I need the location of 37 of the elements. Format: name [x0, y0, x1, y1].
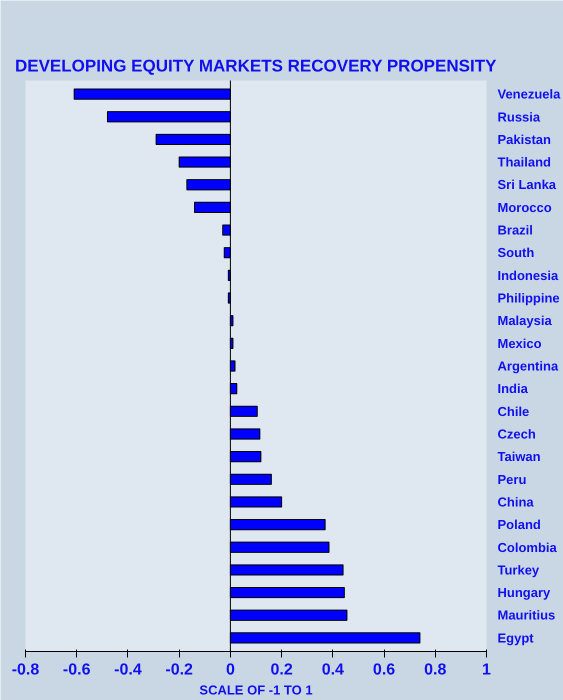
x-tick-label: 0: [226, 662, 235, 678]
x-tick-label: 0.8: [424, 662, 446, 678]
y-tick-label: Chile: [498, 404, 530, 419]
x-tick-label: -0.6: [62, 662, 91, 678]
y-tick-label: Venezuela: [498, 86, 562, 102]
y-tick-label: Indonesia: [498, 268, 559, 283]
y-tick-label: Czech: [498, 426, 536, 442]
y-tick-label: India: [498, 381, 529, 396]
x-tick-label: -0.8: [12, 662, 40, 678]
y-tick-label: Argentina: [498, 358, 559, 374]
y-tick-label: Turkey: [498, 562, 540, 578]
y-tick-label: Mauritius: [498, 608, 556, 623]
y-tick-label: Colombia: [498, 540, 558, 555]
x-tick-label: -0.2: [165, 662, 194, 678]
y-tick-label: Peru: [498, 472, 526, 487]
y-tick-label: Brazil: [498, 222, 533, 238]
x-axis-title: SCALE OF -1 TO 1: [199, 682, 313, 698]
y-tick-label: Poland: [498, 517, 541, 532]
y-tick-label: Pakistan: [498, 132, 552, 147]
y-tick-label: Taiwan: [498, 449, 541, 464]
chart-title: DEVELOPING EQUITY MARKETS RECOVERY PROPENSITY: [14, 56, 498, 76]
y-tick-label: Hungary: [498, 585, 551, 600]
y-tick-label: China: [498, 494, 534, 510]
y-tick-label: South: [498, 245, 534, 260]
y-tick-label: Russia: [498, 109, 541, 124]
y-tick-label: Malaysia: [498, 313, 552, 328]
y-tick-label: Mexico: [498, 336, 542, 351]
x-tick-label: 1: [482, 662, 492, 678]
y-tick-label: Sri Lanka: [498, 177, 557, 192]
x-tick-label: 0.4: [322, 662, 344, 678]
y-tick-label: Philippine: [498, 290, 560, 306]
y-tick-label: Thailand: [498, 154, 552, 170]
y-tick-label: Egypt: [498, 630, 534, 646]
x-tick-label: -0.4: [114, 662, 142, 678]
y-tick-label: Morocco: [498, 200, 552, 215]
x-tick-label: 0.6: [372, 662, 396, 678]
x-tick-label: 0.2: [270, 662, 293, 678]
